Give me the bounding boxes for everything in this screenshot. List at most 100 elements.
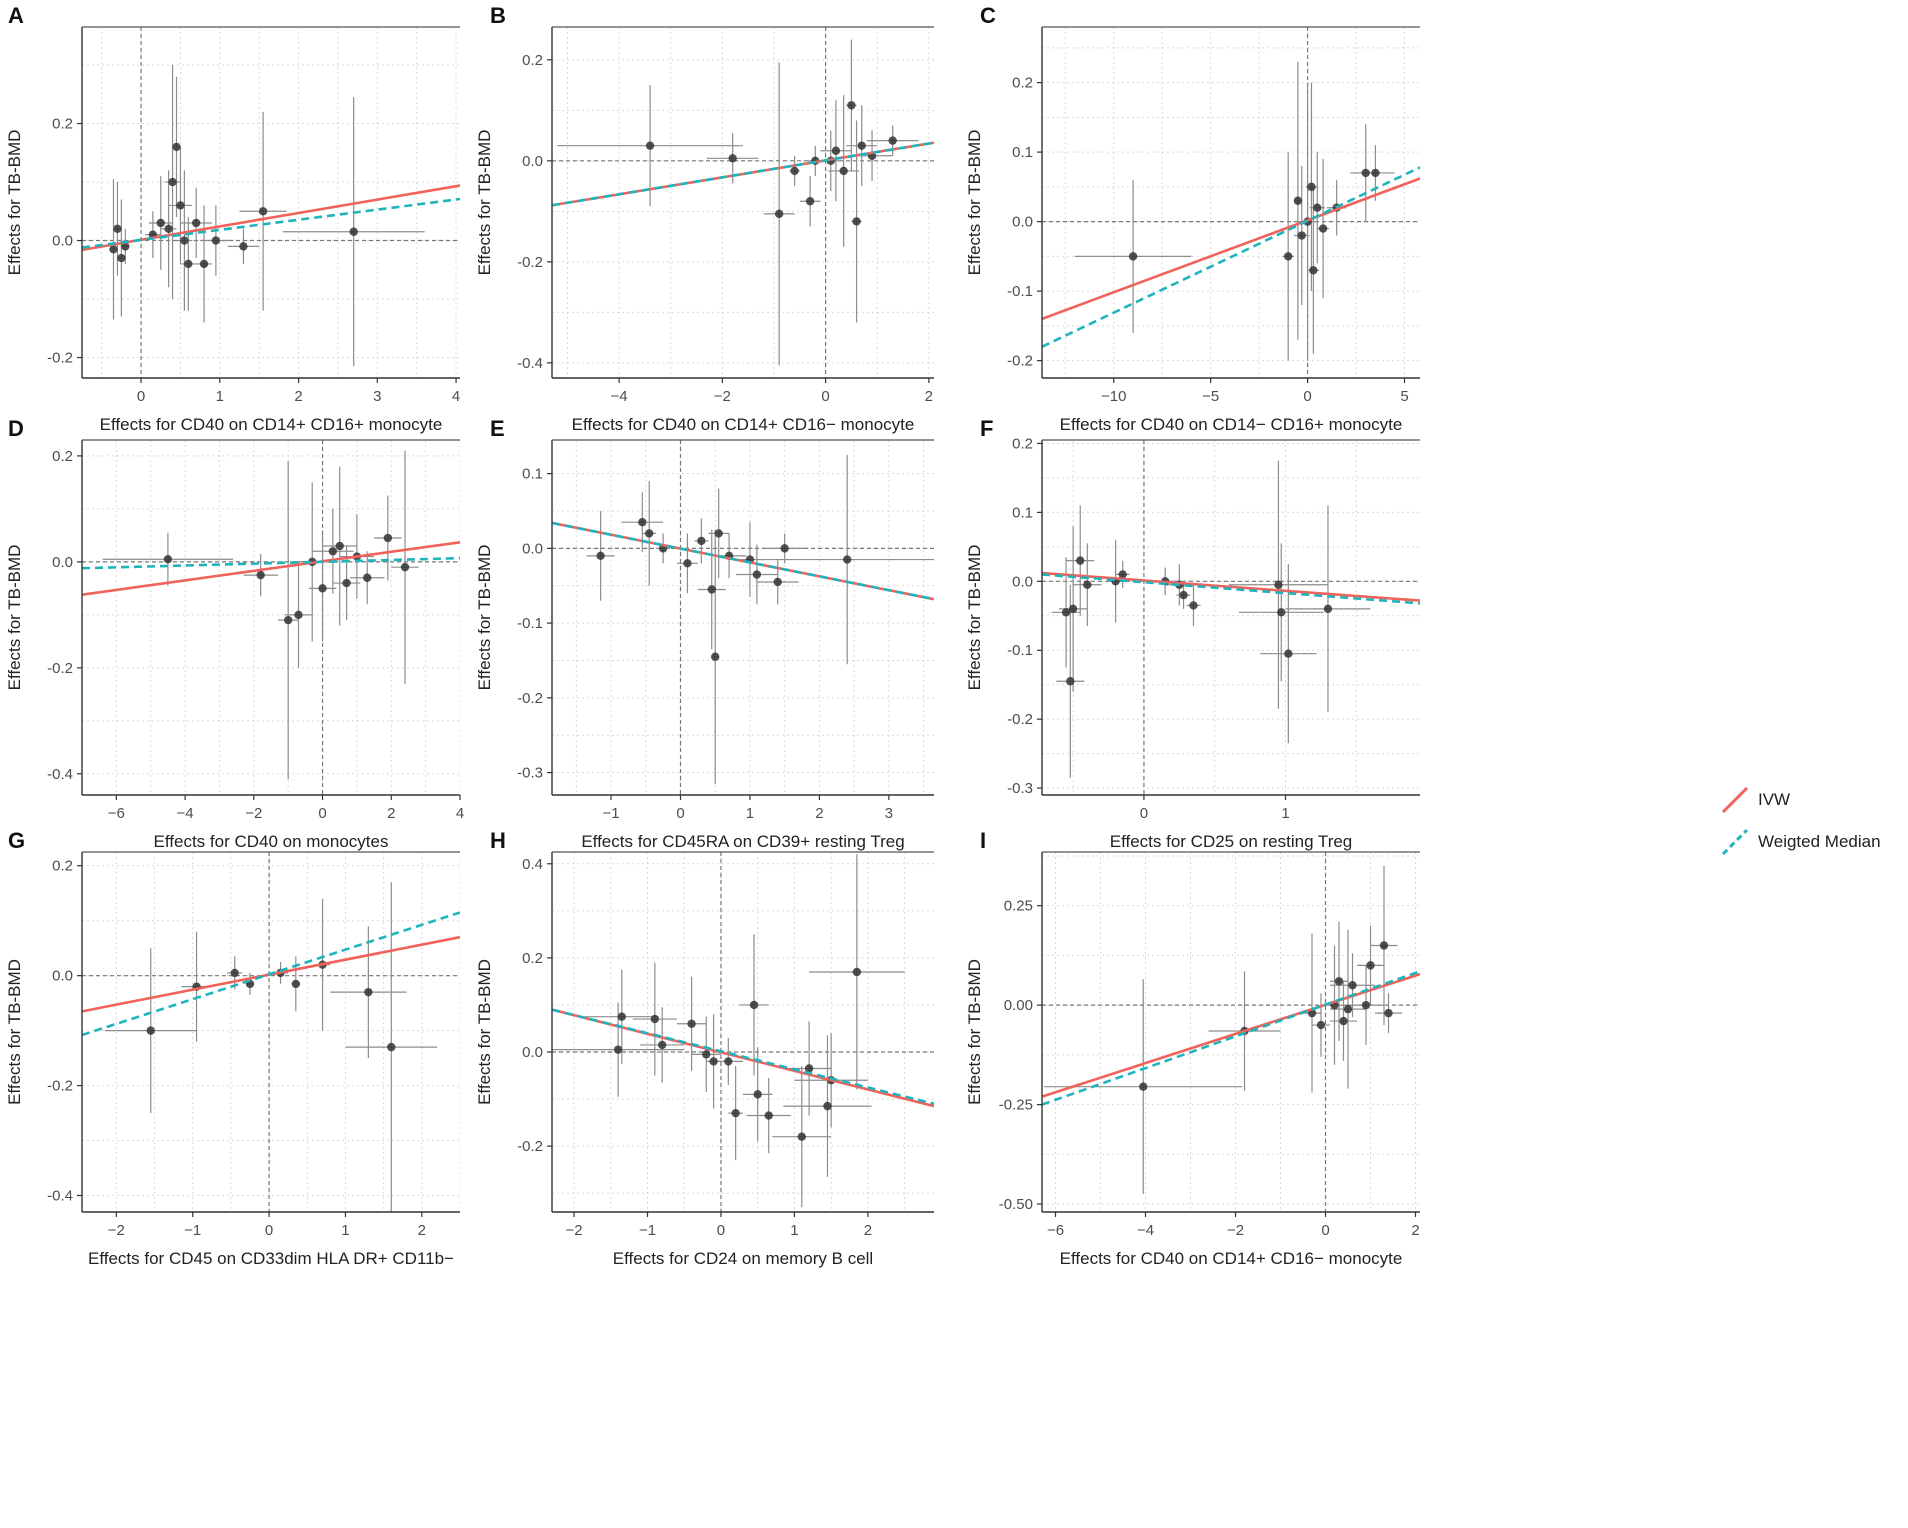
snp-point <box>1284 649 1293 658</box>
snp-point <box>146 1026 155 1035</box>
x-tick-label: −1 <box>602 805 619 822</box>
x-tick-label: 2 <box>294 388 302 405</box>
snp-point <box>1309 266 1318 275</box>
legend-swatch-weighted-median <box>1721 828 1749 856</box>
panel-g: −2 −1 0 1 2 -0.4 -0.2 0.0 0.2 Effects for CD45 on… <box>5 828 460 1268</box>
snp-point <box>400 562 410 572</box>
snp-point <box>847 101 856 110</box>
snp-point <box>121 242 130 251</box>
y-tick-label: -0.2 <box>47 1078 73 1095</box>
gridlines <box>552 27 934 378</box>
snp-point <box>1076 556 1085 565</box>
snp-point <box>1066 677 1075 686</box>
x-tick-label: 0 <box>137 388 145 405</box>
y-tick-label: 0.2 <box>52 116 73 133</box>
y-tick-label: 0.0 <box>522 1044 543 1061</box>
y-tick-label: 0.0 <box>52 554 73 571</box>
weighted-median-line <box>552 1008 934 1106</box>
y-tick-label: -0.4 <box>47 766 73 783</box>
snp-point <box>156 218 165 228</box>
x-axis-title: Effects for CD40 on monocytes <box>154 832 389 851</box>
snp-point <box>1318 224 1328 233</box>
gridlines <box>1042 440 1420 795</box>
snp-point <box>1139 1082 1148 1091</box>
y-tick-label: -0.4 <box>47 1188 73 1205</box>
snp-point <box>638 518 647 527</box>
x-tick-label: −6 <box>108 805 125 822</box>
ivw-line <box>82 540 460 597</box>
plot-background <box>82 852 460 1212</box>
x-axis-title: Effects for CD40 on CD14− CD16+ monocyte <box>1060 415 1403 434</box>
legend-label-weighted-median: Weigted Median <box>1758 832 1881 851</box>
snp-point <box>1189 601 1198 610</box>
snp-point <box>839 166 848 176</box>
x-tick-label: 2 <box>815 805 823 822</box>
plot-background <box>1042 27 1420 378</box>
x-tick-label: 0 <box>265 1222 273 1239</box>
snp-point <box>753 1090 762 1099</box>
x-tick-label: 0 <box>821 388 829 405</box>
snp-point <box>774 209 784 219</box>
plot-background <box>82 27 460 378</box>
snp-point <box>1339 1016 1348 1026</box>
data-layer <box>1042 460 1420 778</box>
snp-point <box>1128 252 1138 261</box>
snp-point <box>1343 1004 1353 1014</box>
y-axis-title: Effects for TB-BMD <box>5 130 24 276</box>
x-tick-label: 0 <box>717 1222 725 1239</box>
snp-point <box>294 610 303 620</box>
snp-point <box>211 236 221 245</box>
snp-point <box>1118 570 1127 579</box>
plot-background <box>552 852 934 1212</box>
snp-point <box>1366 961 1375 970</box>
y-tick-label: 0.0 <box>52 233 73 250</box>
snp-point <box>1283 252 1293 261</box>
x-tick-label: 4 <box>452 388 460 405</box>
snp-point <box>797 1132 806 1141</box>
x-tick-label: 2 <box>925 388 933 405</box>
data-layer <box>552 39 934 366</box>
y-tick-label: 0.1 <box>1012 504 1033 521</box>
x-tick-label: 2 <box>864 1222 872 1239</box>
snp-point <box>702 1050 711 1059</box>
x-tick-label: 4 <box>456 805 464 822</box>
data-layer <box>1042 865 1420 1195</box>
data-layer <box>1042 61 1420 361</box>
y-axis-title: Effects for TB-BMD <box>965 959 984 1105</box>
snp-point <box>364 987 373 997</box>
data-layer <box>82 882 460 1212</box>
panel-b: −4 −2 0 2 -0.4 -0.2 0.0 0.2 Effects for CD40 on … <box>475 3 934 434</box>
panel-letter: A <box>8 3 24 28</box>
snp-point <box>731 1108 740 1118</box>
x-tick-label: −1 <box>639 1222 656 1239</box>
snp-point <box>823 1101 832 1111</box>
snp-point <box>617 1012 626 1021</box>
panel-letter: G <box>8 828 25 853</box>
snp-point <box>199 259 209 269</box>
snp-point <box>1277 608 1286 617</box>
plot-background <box>1042 440 1420 795</box>
snp-point <box>687 1019 696 1028</box>
snp-point <box>752 570 762 579</box>
y-axis-title: Effects for TB-BMD <box>475 130 494 276</box>
x-tick-label: 1 <box>216 388 224 405</box>
x-tick-label: −4 <box>177 805 194 822</box>
snp-point <box>176 201 185 210</box>
snp-point <box>1323 604 1333 614</box>
legend-swatch-ivw <box>1721 786 1749 814</box>
x-tick-label: −2 <box>1227 1222 1244 1239</box>
legend-label-ivw: IVW <box>1758 790 1791 809</box>
y-axis-title: Effects for TB-BMD <box>965 130 984 276</box>
snp-point <box>852 217 861 226</box>
x-tick-label: −2 <box>714 388 731 405</box>
snp-point <box>1307 182 1316 192</box>
weighted-median-line <box>82 197 460 249</box>
panel-a: 0 1 2 3 4 -0.2 0.0 0.2 Effects for CD40 on CD14+… <box>5 3 460 434</box>
snp-point <box>1361 168 1370 178</box>
snp-point <box>707 585 716 594</box>
y-tick-label: 0.0 <box>52 968 73 985</box>
x-tick-label: −6 <box>1047 1222 1064 1239</box>
x-tick-label: 0 <box>1303 388 1311 405</box>
plot-background <box>552 440 934 795</box>
snp-point <box>697 536 706 546</box>
